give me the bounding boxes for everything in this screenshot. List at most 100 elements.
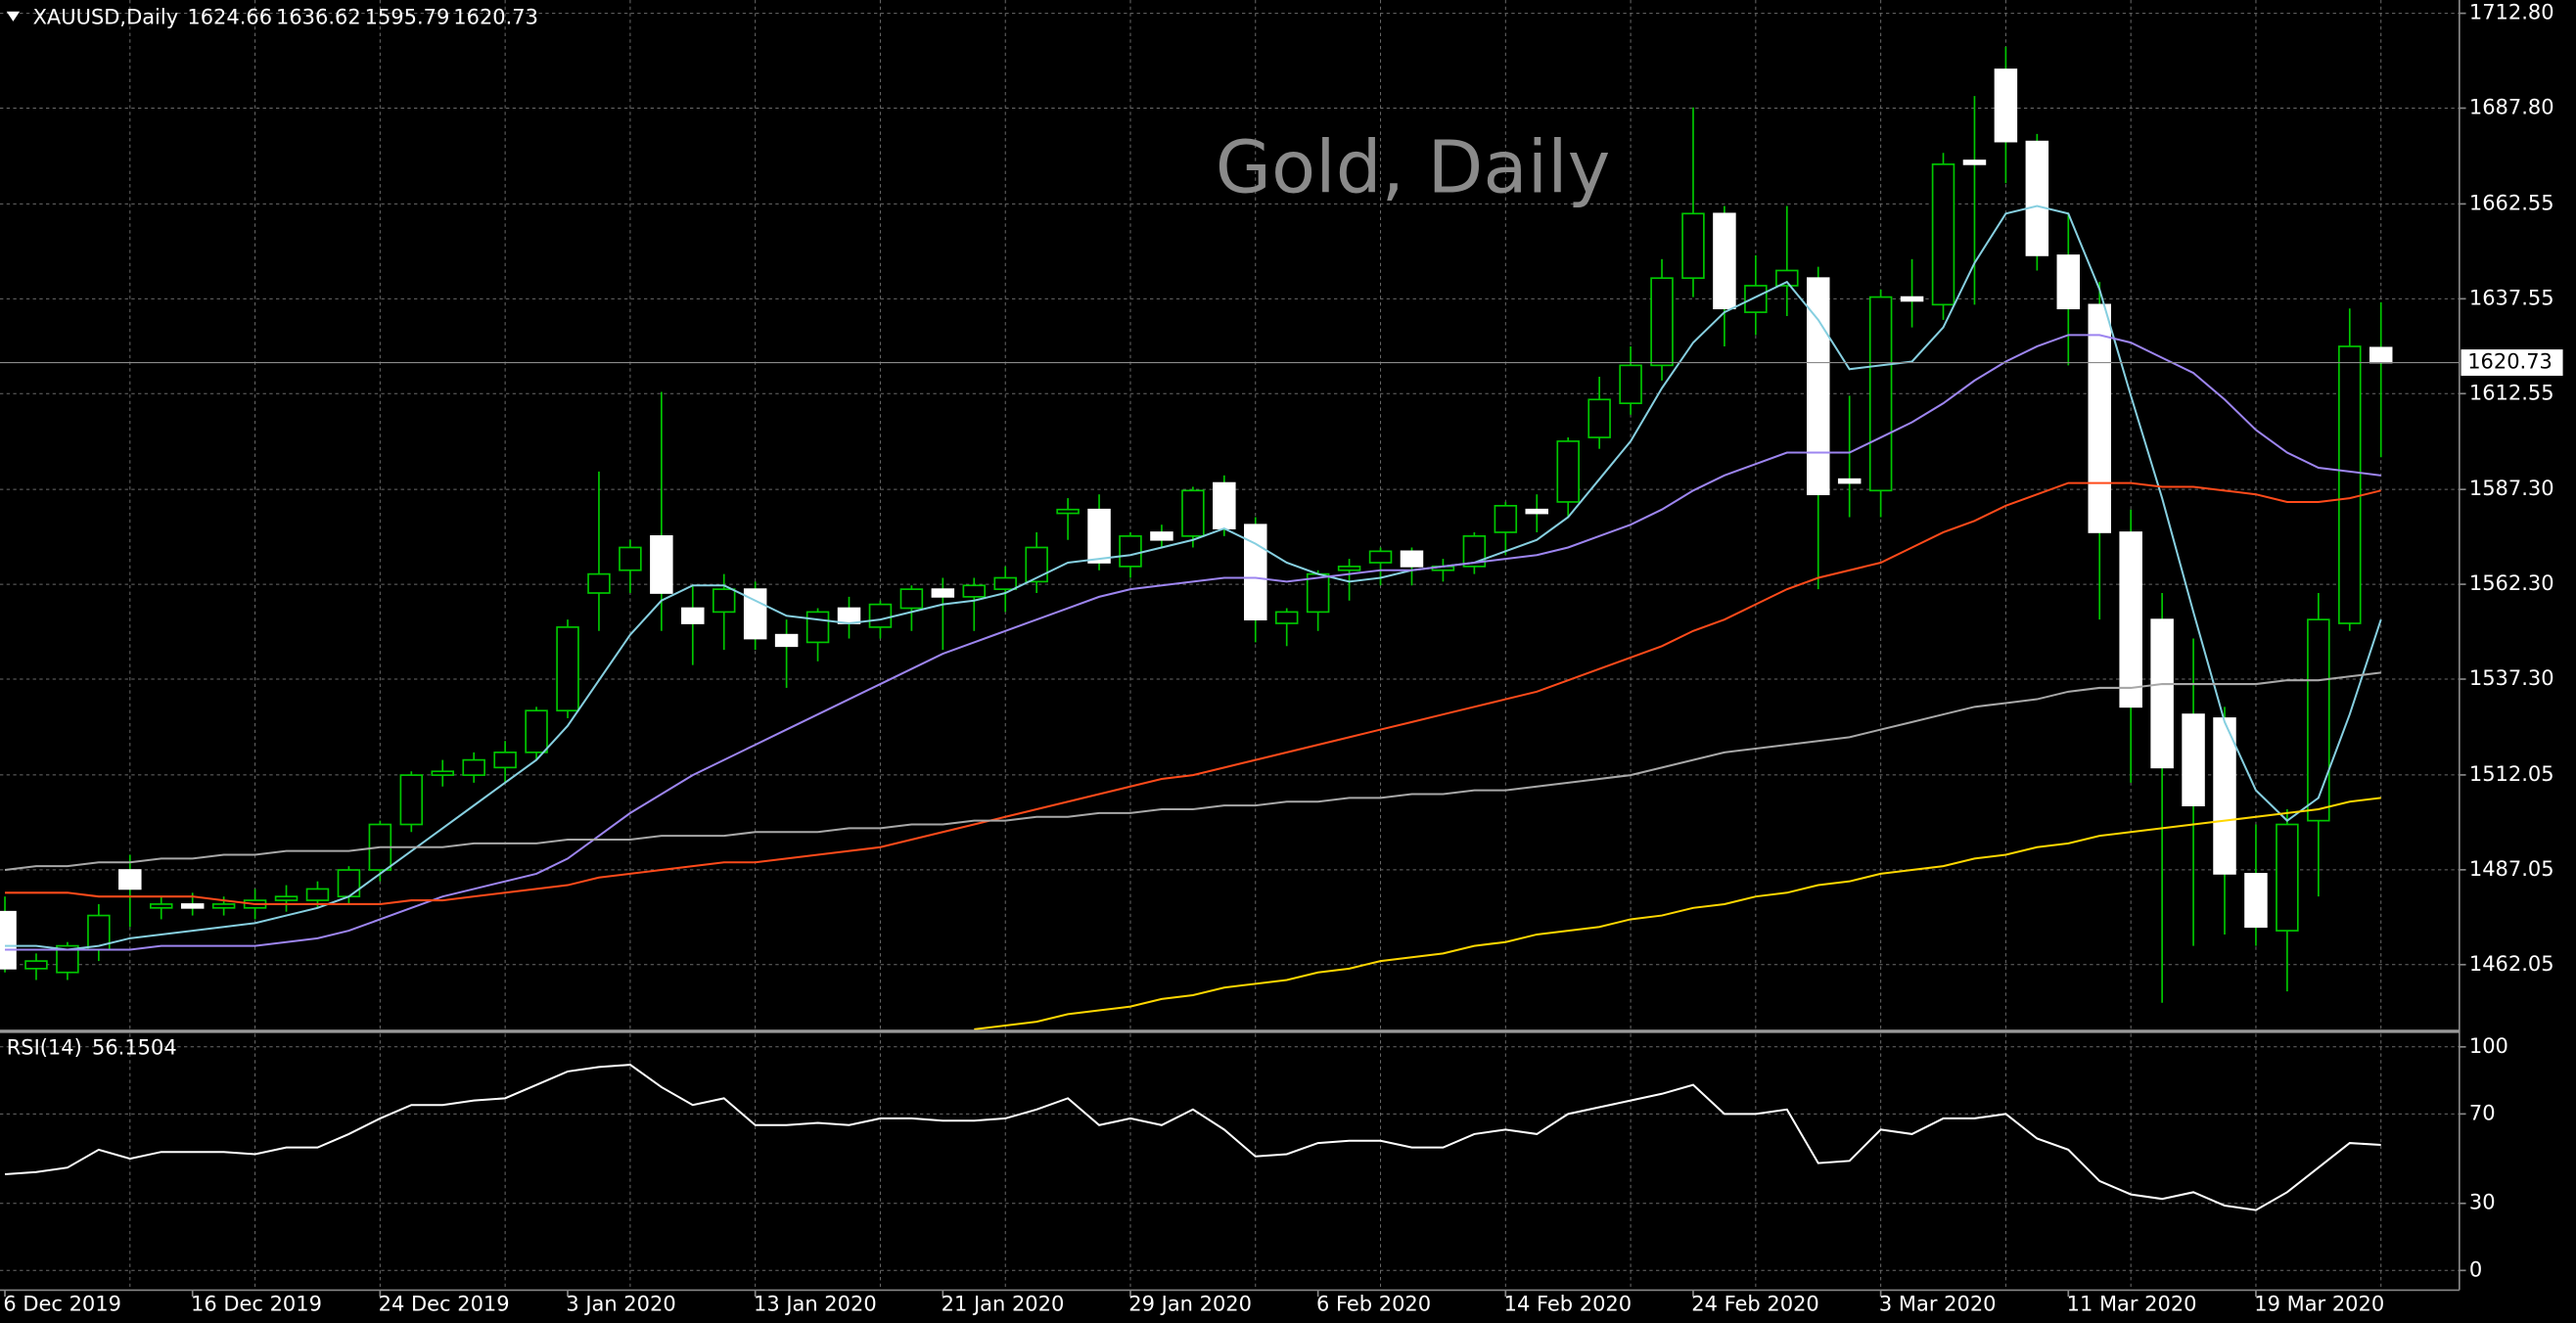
candle-body xyxy=(1087,508,1111,564)
candle-body xyxy=(462,758,485,776)
rsi-header: RSI(14) 56.1504 xyxy=(7,1036,177,1060)
candle-body xyxy=(1119,535,1142,568)
moving-average xyxy=(974,797,2381,1030)
x-tick-label: 16 Dec 2019 xyxy=(191,1293,322,1316)
candle-body xyxy=(931,588,955,598)
candle-body xyxy=(1244,524,1267,620)
header-high: 1636.62 xyxy=(276,5,361,28)
candle-body xyxy=(556,626,579,712)
x-tick-label: 11 Mar 2020 xyxy=(2067,1293,2197,1316)
y-tick-label: 1512.05 xyxy=(2469,762,2554,786)
candle-body xyxy=(712,588,736,614)
candle-body xyxy=(56,944,79,974)
x-tick-label: 14 Feb 2020 xyxy=(1504,1293,1632,1316)
moving-average xyxy=(5,334,2381,951)
x-tick-label: 3 Mar 2020 xyxy=(1879,1293,1997,1316)
candle-body xyxy=(1650,277,1674,367)
candle-body xyxy=(1274,611,1299,624)
candle-body xyxy=(1962,160,1987,165)
candle-body xyxy=(180,903,205,909)
candle-body xyxy=(1744,285,1768,313)
candle-body xyxy=(1806,277,1830,496)
y-tick-label: 30 xyxy=(2469,1191,2496,1214)
candle-body xyxy=(1619,364,1642,404)
candle-body xyxy=(337,869,361,898)
candle-body xyxy=(1056,508,1080,515)
candle-body xyxy=(0,910,17,970)
candle-body xyxy=(1213,481,1236,529)
symbol: XAUUSD,Daily xyxy=(33,5,179,28)
candle-body xyxy=(150,903,173,909)
candle-body xyxy=(2119,531,2142,708)
y-tick-label: 70 xyxy=(2469,1101,2496,1124)
candle-body xyxy=(399,774,424,826)
price-pane xyxy=(0,46,2460,1030)
candle-body xyxy=(774,633,799,648)
header: XAUUSD,Daily 1624.66 1636.62 1595.79 162… xyxy=(33,5,538,28)
candle-body xyxy=(868,603,893,628)
candle-body xyxy=(1681,212,1705,280)
candle-body xyxy=(650,535,673,594)
x-tick-label: 13 Jan 2020 xyxy=(754,1293,877,1316)
x-tick-label: 6 Dec 2019 xyxy=(3,1293,121,1316)
candle-body xyxy=(962,584,987,598)
candle-body xyxy=(2276,823,2299,932)
y-tick-label: 1687.80 xyxy=(2469,95,2554,118)
y-tick-label: 0 xyxy=(2469,1257,2482,1281)
candle-body xyxy=(1181,489,1205,537)
y-tick-label: 1462.05 xyxy=(2469,952,2554,976)
header-open: 1624.66 xyxy=(187,5,272,28)
header-close: 1620.73 xyxy=(453,5,538,28)
candle-body xyxy=(993,576,1017,590)
candle-body xyxy=(1494,504,1518,533)
rsi-pane xyxy=(4,1064,2381,1211)
candle-body xyxy=(1868,296,1893,492)
candle-body xyxy=(2307,618,2330,822)
rsi-line xyxy=(4,1064,2381,1211)
candle-body xyxy=(2088,303,2111,533)
y-tick-label: 1487.05 xyxy=(2469,857,2554,881)
candle-body xyxy=(24,960,48,970)
y-tick-label: 100 xyxy=(2469,1034,2508,1058)
y-tick-label: 1612.55 xyxy=(2469,381,2554,404)
y-tick-label: 1562.30 xyxy=(2469,571,2554,595)
candle-body xyxy=(1525,508,1549,515)
moving-average xyxy=(5,205,2382,951)
moving-average xyxy=(5,481,2381,905)
candle-body xyxy=(805,611,830,644)
candle-body xyxy=(1556,440,1580,503)
candle-body xyxy=(2025,140,2049,256)
rsi-title: RSI(14) xyxy=(7,1036,82,1060)
x-tick-label: 29 Jan 2020 xyxy=(1128,1293,1252,1316)
y-tick-label: 1637.55 xyxy=(2469,286,2554,309)
header-arrow[interactable] xyxy=(6,11,21,22)
candle-body xyxy=(2369,346,2393,364)
y-tick-label: 1587.30 xyxy=(2469,477,2554,500)
header-low: 1595.79 xyxy=(365,5,450,28)
price-label-box xyxy=(2461,349,2563,376)
candle-body xyxy=(2182,713,2205,806)
x-tick-label: 24 Dec 2019 xyxy=(379,1293,510,1316)
candle-body xyxy=(587,572,611,594)
candle-body xyxy=(1400,550,1424,568)
candle-body xyxy=(2150,618,2174,769)
candle-body xyxy=(837,607,861,624)
candle-body xyxy=(1587,398,1611,438)
candle-body xyxy=(1837,478,1862,484)
x-tick-label: 6 Feb 2020 xyxy=(1316,1293,1431,1316)
candle-body xyxy=(2056,254,2081,310)
moving-average xyxy=(4,671,2381,872)
candle-body xyxy=(211,903,236,909)
candle-body xyxy=(1775,269,1799,287)
candle-body xyxy=(899,588,924,610)
candle-body xyxy=(2213,717,2236,875)
chart-watermark: Gold, Daily xyxy=(1216,125,1611,209)
candle-body xyxy=(681,607,705,624)
x-tick-label: 21 Jan 2020 xyxy=(942,1293,1065,1316)
x-tick-label: 19 Mar 2020 xyxy=(2254,1293,2384,1316)
candle-body xyxy=(118,869,142,890)
price-label: 1620.73 xyxy=(2467,350,2553,374)
